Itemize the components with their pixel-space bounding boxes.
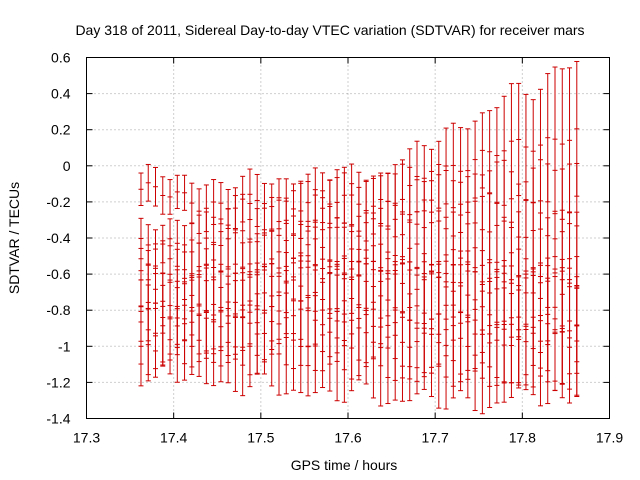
y-tick-label: -0.4 (46, 230, 70, 246)
y-tick-label: -1.2 (46, 374, 70, 390)
x-tick-label: 17.7 (422, 430, 449, 446)
y-tick-label: 0 (63, 158, 71, 174)
error-bar-series (138, 60, 580, 415)
x-tick-label: 17.5 (247, 430, 274, 446)
series-PRN-F (138, 269, 580, 415)
x-axis-label: GPS time / hours (291, 457, 398, 473)
x-tick-labels: 17.3 17.4 17.5 17.6 17.7 17.8 17.9 (73, 430, 623, 446)
y-tick-label: -0.2 (46, 194, 70, 210)
y-tick-label: -1 (58, 338, 71, 354)
x-tick-label: 17.4 (160, 430, 187, 446)
x-tick-label: 17.8 (509, 430, 536, 446)
grid (86, 57, 610, 419)
y-axis-label: SDTVAR / TECUs (6, 182, 22, 294)
y-tick-label: 0.6 (51, 50, 71, 66)
y-tick-label: 0.4 (51, 86, 71, 102)
y-tick-label: 0.2 (51, 122, 71, 138)
chart-title: Day 318 of 2011, Sidereal Day-to-day VTE… (75, 22, 584, 38)
y-tick-labels: 0.6 0.4 0.2 0 -0.2 -0.4 -0.6 -0.8 -1 -1.2 -1.4 (46, 50, 70, 427)
x-tick-label: 17.6 (334, 430, 361, 446)
y-tick-label: -0.8 (46, 302, 70, 318)
y-tick-label: -1.4 (46, 411, 70, 427)
x-tick-label: 17.9 (596, 430, 623, 446)
axis-ticks (86, 57, 610, 419)
y-tick-label: -0.6 (46, 266, 70, 282)
x-tick-label: 17.3 (73, 430, 100, 446)
